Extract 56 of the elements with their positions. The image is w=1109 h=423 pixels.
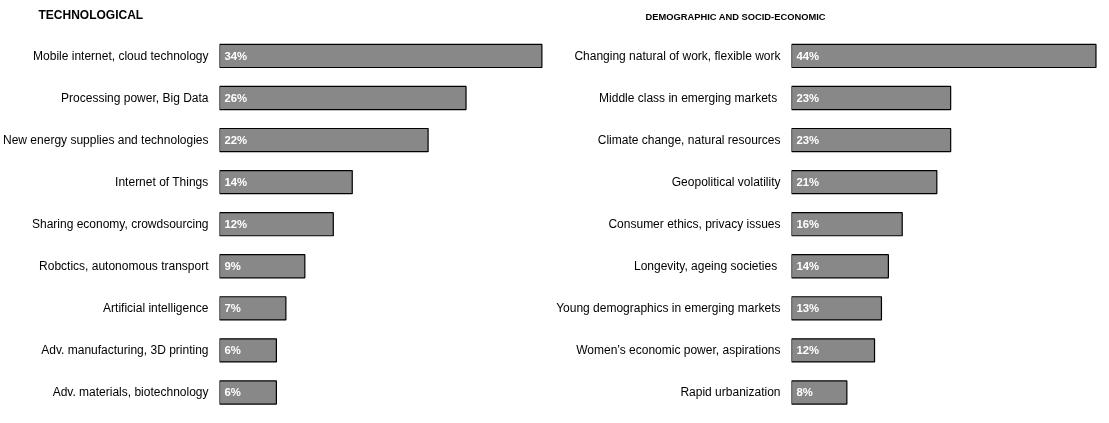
data-label: 16% [796, 218, 820, 231]
y-tick-label: Processing power, Big Data [61, 91, 209, 106]
chart-title: DEMOGRAPHIC AND SOCID-ECONOMIC [645, 11, 826, 22]
y-tick-label: Middle class in emerging markets [599, 91, 778, 106]
y-tick-label: New energy supplies and technologies [3, 133, 209, 148]
bar [219, 169, 353, 195]
data-label: 14% [224, 176, 248, 189]
data-label: 23% [796, 134, 820, 147]
bar [791, 212, 903, 237]
bar [791, 127, 952, 153]
y-tick-label: Young demographics in emerging markets [556, 301, 781, 316]
bar [791, 296, 883, 321]
data-label: 9% [224, 260, 241, 273]
data-label: 7% [224, 302, 241, 315]
bar [791, 169, 938, 195]
y-tick-label: Changing natural of work, flexible work [574, 48, 782, 63]
data-label: 21% [796, 176, 820, 189]
bar [791, 380, 848, 405]
bar [219, 85, 467, 111]
bar [219, 127, 429, 153]
y-tick-label: Consumer ethics, privacy issues [608, 217, 781, 232]
data-label: 26% [224, 92, 248, 105]
data-label: 6% [224, 386, 241, 399]
bar [791, 43, 1097, 69]
data-label: 8% [796, 386, 813, 399]
y-tick-label: Longevity, ageing societies [633, 259, 778, 274]
text: TECHNOLOGICAL [38, 7, 144, 22]
data-label: 12% [796, 344, 820, 357]
y-tick-label: Rapid urbanization [680, 385, 781, 400]
bar [791, 338, 876, 363]
bar [219, 212, 334, 237]
y-tick-label: Mobile internet, cloud technology [33, 48, 209, 63]
data-label: 6% [224, 344, 241, 357]
y-tick-label: Robctics, autonomous transport [39, 259, 210, 274]
y-tick-label: Internet of Things [115, 175, 209, 190]
data-label: 14% [796, 260, 820, 273]
y-tick-label: Climate change, natural resources [597, 133, 781, 148]
data-label: 13% [796, 302, 820, 315]
data-label: 23% [796, 92, 820, 105]
y-tick-label: Adv. materials, biotechnology [52, 385, 209, 400]
bar [791, 254, 889, 279]
y-tick-label: Women’s economic power, aspirations [576, 343, 781, 358]
y-tick-label: Artificial intelligence [103, 301, 209, 316]
bar [791, 85, 952, 111]
bar [219, 254, 306, 279]
bar [219, 296, 287, 321]
y-tick-label: Sharing economy, crowdsourcing [31, 217, 209, 232]
y-tick-label: Adv. manufacturing, 3D printing [41, 343, 209, 358]
y-tick-label: Geopolitical volatility [671, 175, 781, 190]
bar [219, 338, 277, 363]
bar [219, 380, 277, 405]
data-label: 12% [224, 218, 248, 231]
data-label: 34% [224, 49, 248, 62]
data-label: 44% [796, 49, 820, 62]
data-label: 22% [224, 134, 248, 147]
bar [219, 43, 543, 69]
